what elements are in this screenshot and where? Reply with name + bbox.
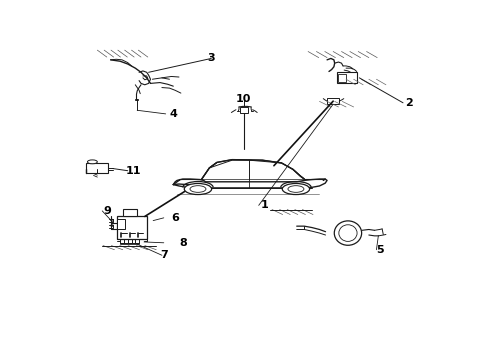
FancyBboxPatch shape — [337, 72, 358, 84]
FancyBboxPatch shape — [123, 209, 137, 216]
FancyBboxPatch shape — [118, 216, 147, 239]
Text: 5: 5 — [376, 245, 384, 255]
Text: 9: 9 — [103, 206, 111, 216]
Ellipse shape — [87, 160, 98, 164]
Ellipse shape — [282, 184, 310, 194]
FancyBboxPatch shape — [339, 74, 346, 82]
Text: 11: 11 — [125, 166, 141, 176]
Ellipse shape — [111, 225, 114, 226]
FancyBboxPatch shape — [241, 107, 248, 113]
Ellipse shape — [190, 186, 206, 192]
Text: 4: 4 — [170, 109, 177, 119]
FancyBboxPatch shape — [118, 219, 125, 229]
FancyBboxPatch shape — [86, 163, 108, 174]
Text: 6: 6 — [171, 213, 179, 223]
Text: 3: 3 — [207, 53, 215, 63]
Ellipse shape — [288, 186, 304, 192]
Text: 8: 8 — [179, 238, 187, 248]
Ellipse shape — [184, 184, 212, 194]
Text: 7: 7 — [160, 250, 168, 260]
FancyBboxPatch shape — [327, 98, 339, 104]
Ellipse shape — [339, 225, 357, 242]
Text: 10: 10 — [236, 94, 251, 104]
Ellipse shape — [334, 221, 362, 245]
Ellipse shape — [111, 219, 114, 221]
Text: 1: 1 — [261, 201, 269, 210]
Text: 2: 2 — [405, 98, 413, 108]
